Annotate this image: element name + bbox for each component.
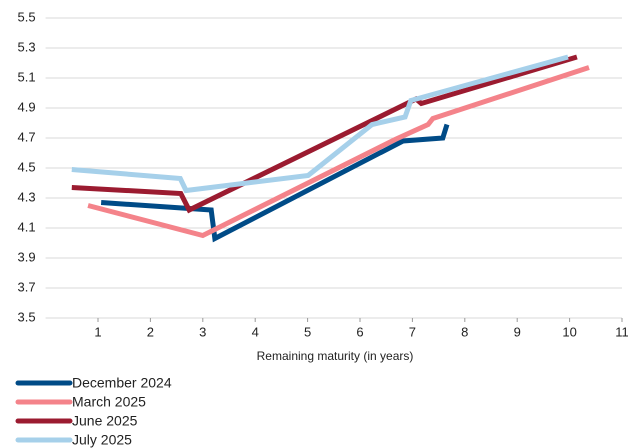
legend-label: March 2025: [72, 394, 146, 410]
x-tick-label: 9: [514, 324, 521, 339]
series-line: [71, 54, 578, 214]
x-tick-label: 10: [562, 324, 576, 339]
y-tick-label: 4.7: [18, 129, 36, 144]
y-tick-label: 5.5: [18, 9, 36, 24]
series-line: [71, 54, 569, 194]
y-tick-label: 4.1: [18, 219, 36, 234]
y-tick-label: 3.7: [18, 279, 36, 294]
y-tick-label: 4.5: [18, 159, 36, 174]
x-tick-label: 8: [461, 324, 468, 339]
x-tick-label: 4: [252, 324, 259, 339]
legend-label: July 2025: [72, 432, 132, 448]
legend-label: June 2025: [72, 413, 138, 429]
x-tick-label: 11: [615, 324, 628, 339]
x-tick-label: 1: [94, 324, 101, 339]
y-tick-label: 3.5: [18, 309, 36, 324]
y-tick-label: 4.3: [18, 189, 36, 204]
y-tick-label: 4.9: [18, 99, 36, 114]
y-tick-label: 5.1: [18, 69, 36, 84]
legend-label: December 2024: [72, 375, 172, 391]
x-tick-label: 2: [147, 324, 154, 339]
x-tick-label: 5: [304, 324, 311, 339]
x-tick-label: 3: [199, 324, 206, 339]
y-tick-label: 5.3: [18, 39, 36, 54]
x-axis-label: Remaining maturity (in years): [257, 349, 414, 363]
y-tick-label: 3.9: [18, 249, 36, 264]
x-tick-label: 7: [409, 324, 416, 339]
x-tick-label: 6: [356, 324, 363, 339]
series-line: [87, 65, 590, 239]
